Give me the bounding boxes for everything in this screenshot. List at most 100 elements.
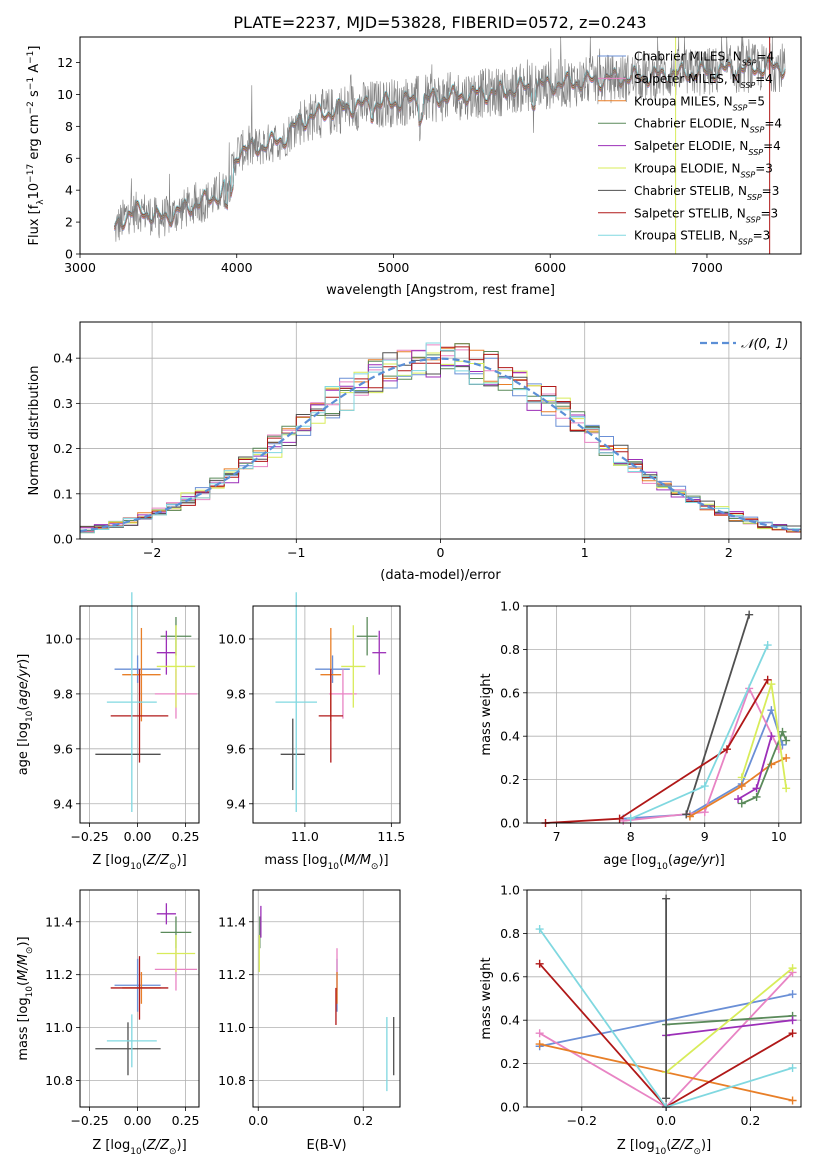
y-tick-label: 9.4 (226, 796, 246, 811)
y-axis-label: mass weight (479, 957, 494, 1039)
axes-frame (252, 605, 401, 824)
x-tick-label: −0.25 (70, 1113, 108, 1128)
x-axis-label-part: Z [log (92, 1138, 130, 1153)
x-axis-label-part: Z [log (92, 853, 130, 868)
x-tick-label: −0.25 (70, 829, 108, 844)
mass-weight-marker (788, 1029, 797, 1038)
y-tick-label: 0.4 (500, 729, 520, 744)
y-tick-label: 4 (65, 183, 73, 198)
x-axis-label-part: 10 (130, 862, 142, 872)
x-tick-label: 0.00 (124, 829, 152, 844)
axes-frame (79, 321, 802, 540)
mass-weight-marker (700, 808, 709, 817)
mass-weight-line (665, 967, 794, 1073)
y-tick-label: 11.0 (218, 1020, 246, 1035)
mass-weight-marker (767, 732, 776, 741)
legend-nssp: =3 (760, 206, 778, 220)
y-tick-label: 9.4 (53, 796, 73, 811)
model-spectrum-line (114, 56, 786, 226)
x-axis-label-part: Z/Z (146, 1138, 170, 1153)
mass-weight-marker (778, 727, 787, 736)
mass-weight-marker (763, 675, 772, 684)
y-axis-label-part: ⊙ (25, 947, 35, 955)
y-axis-label-part: s (27, 90, 42, 101)
x-axis-label-part: ⊙ (371, 862, 379, 872)
legend-subscript: SSP (742, 58, 757, 67)
y-tick-label: 10 (57, 87, 73, 102)
legend-nssp: =4 (755, 72, 773, 86)
mass-weight-marker (615, 814, 624, 823)
mass-weight-line (665, 1019, 793, 1037)
x-tick-label: 1 (581, 545, 589, 560)
legend-nssp: =3 (753, 229, 771, 243)
plot-area (258, 905, 395, 1092)
x-tick-label: 0.2 (353, 1113, 373, 1128)
y-tick-label: 9.8 (226, 686, 246, 701)
x-axis-label-part: )] (378, 853, 388, 868)
mass-weight-marker (700, 782, 709, 791)
x-axis-label-part: age [log (603, 853, 656, 868)
legend-subscript: SSP (748, 148, 763, 157)
axes-frame (79, 605, 200, 824)
axes-spectrum: 3000 4000 5000 6000 7000 0 2 4 6 8 10 12 Chabrier MI… (26, 36, 802, 298)
x-axis-label-part: Z [log (617, 1138, 655, 1153)
y-tick-label: 1.0 (500, 883, 520, 898)
y-tick-label: 0 (65, 247, 73, 262)
y-tick-label: 0.2 (53, 441, 73, 456)
y-tick-label: 0.0 (500, 816, 520, 831)
axes-mass-vs-ebv: 0.0 0.2 10.8 11.0 11.2 11.4 E(B-V) (218, 889, 401, 1153)
legend-nssp: =4 (763, 139, 781, 153)
legend-label: Salpeter MILES, NSSP=4 (634, 72, 773, 90)
legend-nssp: =4 (756, 50, 774, 64)
y-axis-label: mass weight (479, 673, 494, 755)
mass-weight-line (741, 729, 788, 805)
mass-weight-marker (745, 610, 754, 619)
x-axis-label-part: ( (666, 1138, 671, 1153)
mass-weight-marker (752, 792, 761, 801)
x-axis-label-part: age/yr (673, 853, 716, 868)
legend-nssp: =5 (747, 94, 765, 108)
y-axis-label-part: mass [log (16, 997, 31, 1060)
y-tick-label: 6 (65, 151, 73, 166)
x-axis-label-part: ⊙ (693, 1147, 701, 1157)
y-tick-label: 0.6 (500, 685, 520, 700)
x-tick-label: 0.25 (172, 829, 200, 844)
y-tick-label: 12 (57, 55, 73, 70)
axes-frame (526, 605, 802, 824)
y-tick-label: 10.0 (218, 631, 246, 646)
legend-name: Kroupa MILES, N (634, 94, 733, 108)
axes-age-vs-Z: −0.25 0.00 0.259.49.69.810.0Z [log10(Z/Z⊙)… (16, 592, 200, 872)
x-axis-label: (data-model)/error (380, 568, 501, 583)
x-tick-label: 10 (771, 829, 787, 844)
plot-area (275, 592, 387, 813)
x-axis-label-part: ( (142, 1138, 147, 1153)
y-axis-label-part: −1 (26, 51, 36, 64)
legend-name: Salpeter MILES, N (634, 72, 741, 86)
mass-weight-marker (782, 736, 791, 745)
x-axis-label-part: M/M (344, 853, 371, 868)
y-axis-label-part: ( (16, 706, 31, 711)
y-axis-label-part: Flux [f (27, 204, 42, 245)
x-axis-label-part: Z/Z (146, 853, 170, 868)
legend-label: Chabrier MILES, NSSP=4 (634, 50, 774, 68)
x-tick-label: 4000 (221, 260, 253, 275)
y-axis-label-part: Normed distribution (27, 366, 42, 496)
y-axis-label-part: λ (36, 199, 46, 205)
y-axis-label: mass [log10(M/M⊙)] (16, 936, 35, 1060)
y-tick-label: 9.6 (226, 741, 246, 756)
mass-weight-marker (763, 641, 772, 650)
x-tick-label: 6000 (534, 260, 566, 275)
x-axis-label-part: ( (668, 853, 673, 868)
legend-label: Salpeter ELODIE, NSSP=4 (634, 139, 781, 157)
y-tick-label: 2 (65, 215, 73, 230)
plot-area (79, 342, 802, 539)
y-tick-label: 0.1 (53, 486, 73, 501)
x-axis-label-part: 10 (656, 862, 668, 872)
y-tick-label: 11.0 (45, 1020, 73, 1035)
x-tick-label: 11.0 (291, 829, 319, 844)
y-axis-label: age [log10(age/yr)] (16, 654, 35, 776)
plot-area (535, 894, 797, 1111)
x-tick-label: 9 (701, 829, 709, 844)
